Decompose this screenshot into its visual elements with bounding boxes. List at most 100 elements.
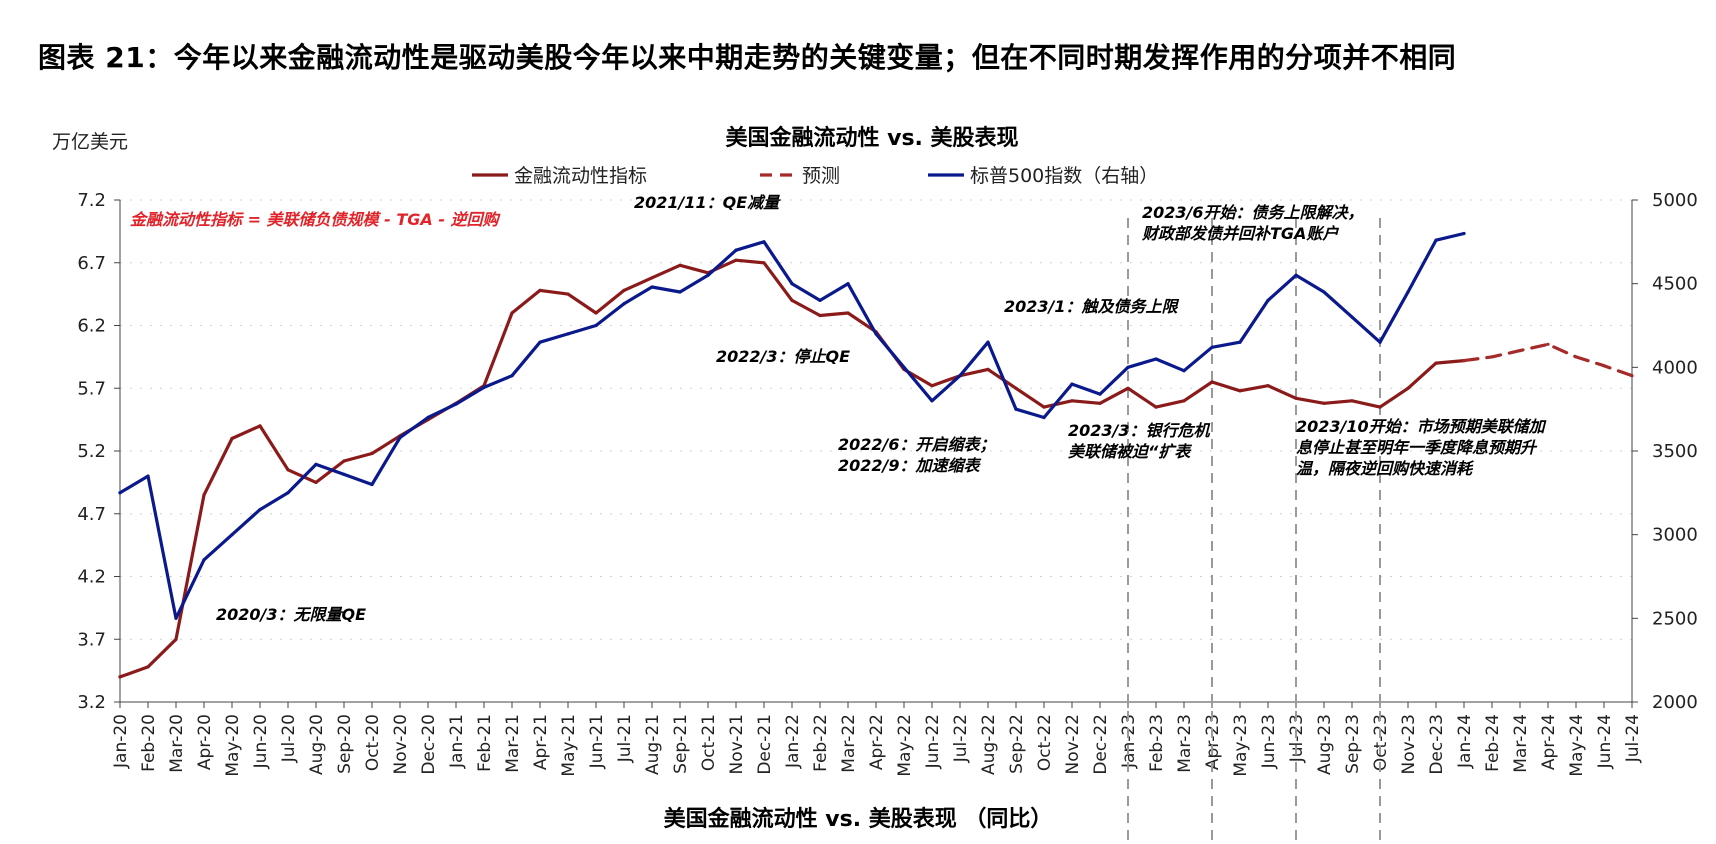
data-point [342,472,346,476]
x-tick-label: Feb-20 [139,714,159,772]
data-point [1070,399,1074,403]
x-tick-label: Mar-22 [839,714,859,773]
data-point [342,459,346,463]
data-point [1014,386,1018,390]
x-tick-label: Mar-21 [503,714,523,773]
data-point [1406,290,1410,294]
data-point [734,248,738,252]
x-tick-label: Mar-20 [167,714,187,773]
x-tick-label: Sep-22 [1007,714,1027,774]
y-left-tick-label: 5.7 [77,378,106,399]
y-left-tick-label: 6.2 [77,316,106,337]
x-tick-label: Jan-20 [111,714,131,769]
data-point [874,332,878,336]
formula-note: 金融流动性指标 = 美联储负债规模 - TGA - 逆回购 [130,210,502,229]
x-tick-label: Jun-21 [587,714,607,769]
data-point [1042,405,1046,409]
x-tick-label: Jul-20 [279,714,299,763]
data-point [650,276,654,280]
x-tick-label: Sep-21 [671,714,691,774]
annotation-tga-refill: 2023/6开始：债务上限解决， [1142,203,1364,222]
annotation-tga-refill: 财政部发债并回补TGA账户 [1141,224,1339,243]
y-left-tick-label: 3.7 [77,629,106,650]
x-tick-label: Oct-22 [1035,714,1055,771]
annotation-qe-stop: 2022/3：停止QE [716,347,850,366]
data-point [1098,401,1102,405]
data-point [1490,355,1494,359]
data-point [594,311,598,315]
x-tick-label: May-21 [559,714,579,777]
legend-label: 预测 [802,165,840,187]
y-right-tick-label: 5000 [1652,190,1698,211]
y-left-tick-label: 7.2 [77,190,106,211]
x-tick-label: Nov-20 [391,714,411,775]
x-tick-label: Jan-22 [783,714,803,769]
data-point [678,263,682,267]
x-tick-label: Sep-20 [335,714,355,774]
series-line [1462,342,1634,378]
data-point [1630,374,1634,378]
data-point [790,282,794,286]
page-title: 图表 21：今年以来金融流动性是驱动美股今年以来中期走势的关键变量；但在不同时期… [38,41,1457,74]
x-tick-label: Dec-22 [1091,714,1111,775]
data-point [230,436,234,441]
x-tick-label: Feb-21 [475,714,495,772]
x-tick-label: Jun-24 [1595,714,1615,769]
data-point [1238,340,1242,344]
data-point [1378,340,1382,344]
x-tick-label: Jan-21 [447,714,467,769]
data-point [230,533,234,537]
x-tick-label: May-23 [1231,714,1251,777]
data-point [1126,365,1130,369]
annotation-bank-crisis: 2023/3：银行危机 [1068,421,1211,440]
data-point [678,290,682,294]
data-point [1406,386,1410,390]
y-left-tick-label: 3.2 [77,692,106,713]
data-point [1182,399,1186,403]
data-point [1462,359,1466,363]
data-point [510,311,514,315]
data-point [846,311,850,315]
x-tick-label: Jan-24 [1455,714,1475,769]
data-point [762,240,766,244]
data-point [734,258,738,262]
data-point [1266,298,1270,302]
data-point [1182,369,1186,373]
y-right-tick-label: 2500 [1652,608,1698,629]
legend-label: 标普500指数（右轴） [970,165,1158,187]
data-point [174,616,178,620]
x-tick-label: Jun-23 [1259,714,1279,769]
data-point [286,468,290,472]
data-point [1266,384,1270,388]
annotations: 2020/3：无限量QE 2021/11：QE减量 2022/3：停止QE 2022/… [216,193,1547,624]
y-right-tick-label: 3000 [1652,525,1698,546]
data-point [622,288,626,292]
annotation-qt: 2022/9：加速缩表 [838,456,982,475]
y-left-tick-label: 4.7 [77,504,106,525]
x-tick-label: Feb-22 [811,714,831,772]
data-point [1294,396,1298,400]
x-tick-label: Jun-20 [251,714,271,769]
x-axis-title: 美国金融流动性 vs. 美股表现 （同比） [664,806,1053,832]
data-point [1462,231,1466,236]
data-point [1210,380,1214,384]
data-point [314,480,318,484]
data-point [1154,357,1158,361]
x-tick-label: Jul-21 [615,714,635,763]
x-tick-label: Feb-24 [1483,714,1503,772]
annotation-qt: 2022/6：开启缩表； [838,435,996,454]
data-point [930,384,934,388]
chart-title: 美国金融流动性 vs. 美股表现 [725,125,1018,151]
data-point [566,292,570,296]
data-point [1378,405,1382,409]
y-right-tick-label: 3500 [1652,441,1698,462]
data-point [818,313,822,318]
x-tick-label: Oct-20 [363,714,383,771]
annotation-debt-ceiling: 2023/1：触及债务上限 [1004,297,1180,316]
data-point [1574,355,1578,359]
series-line [118,231,1466,620]
x-tick-label: Aug-20 [307,714,327,775]
data-point [482,385,486,389]
data-point [1546,342,1550,346]
